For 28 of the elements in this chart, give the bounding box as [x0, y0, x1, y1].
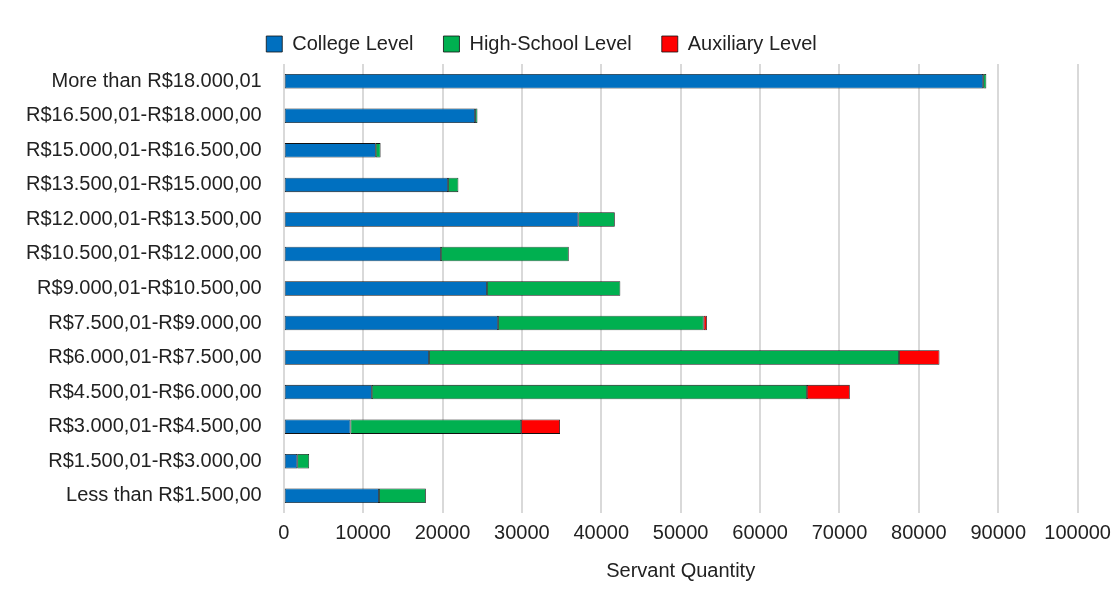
legend-label: College Level — [292, 31, 414, 54]
x-tick-label: 40000 — [573, 520, 630, 543]
y-tick-label: R$3.000,01-R$4.500,00 — [48, 414, 262, 437]
y-tick-label: R$9.000,01-R$10.500,00 — [37, 276, 262, 299]
x-axis-title: Servant Quantity — [606, 558, 756, 581]
y-tick-label: More than R$18.000,01 — [51, 68, 262, 91]
x-tick-label: 0 — [278, 520, 290, 543]
y-tick-label: R$15.000,01-R$16.500,00 — [25, 137, 262, 160]
x-tick-label: 60000 — [732, 520, 788, 543]
x-tick-label: 80000 — [891, 520, 947, 543]
x-tick-label: 100000 — [1044, 520, 1112, 543]
x-tick-label: 50000 — [652, 520, 709, 543]
y-tick-label: R$16.500,01-R$18.000,00 — [25, 103, 262, 126]
y-tick-label: R$13.500,01-R$15.000,00 — [25, 172, 262, 195]
x-tick-label: 10000 — [335, 520, 391, 543]
y-tick-label: R$6.000,01-R$7.500,00 — [48, 345, 262, 368]
y-tick-label: R$12.000,01-R$13.500,00 — [25, 206, 262, 229]
y-tick-label: Less than R$1.500,00 — [66, 483, 262, 506]
y-tick-label: R$1.500,01-R$3.000,00 — [48, 448, 262, 471]
legend-label: High-School Level — [469, 31, 632, 54]
y-tick-label: R$10.500,01-R$12.000,00 — [25, 241, 262, 264]
x-tick-label: 90000 — [970, 520, 1027, 543]
x-tick-label: 30000 — [494, 520, 550, 543]
legend-label: Auxiliary Level — [687, 31, 817, 54]
y-tick-label: R$4.500,01-R$6.000,00 — [48, 379, 262, 402]
x-tick-label: 70000 — [811, 520, 868, 543]
y-tick-label: R$7.500,01-R$9.000,00 — [48, 310, 262, 333]
x-tick-label: 20000 — [414, 520, 471, 543]
